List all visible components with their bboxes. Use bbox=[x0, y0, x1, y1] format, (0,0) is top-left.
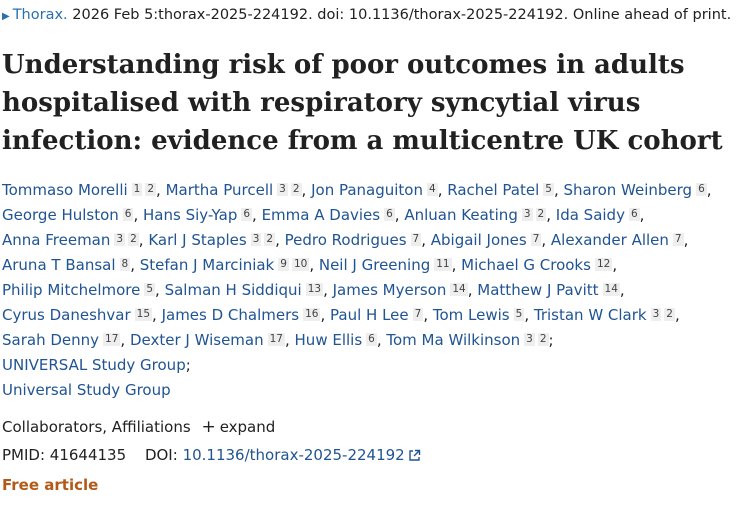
affiliation-number[interactable]: 17 bbox=[103, 333, 121, 346]
author-link[interactable]: James Myerson bbox=[332, 281, 447, 299]
doi-value: 10.1136/thorax-2025-224192 bbox=[182, 446, 405, 464]
journal-link[interactable]: Thorax. bbox=[12, 7, 68, 23]
author-link[interactable]: Tristan W Clark bbox=[533, 306, 647, 324]
affiliation-number[interactable]: 17 bbox=[267, 333, 285, 346]
author-link[interactable]: Abigail Jones bbox=[430, 231, 527, 249]
affiliation-number[interactable]: 4 bbox=[427, 183, 438, 196]
author-link[interactable]: James D Chalmers bbox=[161, 306, 300, 324]
affiliation-number[interactable]: 5 bbox=[543, 183, 554, 196]
author-link[interactable]: Karl J Staples bbox=[148, 231, 247, 249]
author-link[interactable]: Rachel Patel bbox=[447, 181, 540, 199]
author-link[interactable]: Matthew J Pavitt bbox=[477, 281, 599, 299]
author-link[interactable]: Neil J Greening bbox=[318, 256, 431, 274]
affiliation-number[interactable]: 5 bbox=[144, 283, 156, 296]
affiliation-number[interactable]: 16 bbox=[303, 308, 321, 321]
author-link[interactable]: Anna Freeman bbox=[2, 231, 111, 249]
affiliation-number[interactable]: 2 bbox=[664, 308, 675, 321]
author-link[interactable]: Michael G Crooks bbox=[461, 256, 591, 274]
author-link[interactable]: Tom Ma Wilkinson bbox=[386, 331, 521, 349]
affiliation-number[interactable]: 3 bbox=[521, 208, 533, 221]
author-link[interactable]: Aruna T Bansal bbox=[2, 256, 116, 274]
author-link[interactable]: Alexander Allen bbox=[550, 231, 669, 249]
title-line-3: infection: evidence from a multicentre U… bbox=[2, 126, 723, 156]
affiliation-number[interactable]: 7 bbox=[410, 233, 422, 246]
affiliation-number[interactable]: 15 bbox=[134, 308, 153, 321]
affiliation-number[interactable]: 2 bbox=[535, 208, 547, 221]
citation-details: 2026 Feb 5:thorax-2025-224192. doi: 10.1… bbox=[72, 7, 732, 23]
authors-list: Tommaso Morelli 1 2, Martha Purcell 3 2, Jon… bbox=[2, 181, 712, 399]
study-group-link[interactable]: UNIVERSAL Study Group bbox=[2, 356, 186, 374]
author-link[interactable]: Salman H Siddiqui bbox=[164, 281, 302, 299]
affiliation-number[interactable]: 6 bbox=[241, 208, 253, 221]
author-link[interactable]: Sarah Denny bbox=[2, 331, 100, 349]
affiliation-number[interactable]: 13 bbox=[305, 283, 324, 296]
expand-button[interactable]: expand bbox=[219, 418, 276, 436]
author-link[interactable]: Paul H Lee bbox=[330, 306, 409, 324]
affiliation-number[interactable]: 8 bbox=[119, 258, 131, 271]
affiliation-number[interactable]: 14 bbox=[602, 283, 620, 296]
author-link[interactable]: Tommaso Morelli bbox=[2, 181, 128, 199]
author-link[interactable]: George Hulston bbox=[2, 206, 119, 224]
study-group-link[interactable]: Universal Study Group bbox=[2, 381, 171, 399]
plus-icon[interactable]: + bbox=[201, 417, 216, 437]
affiliation-number[interactable]: 7 bbox=[412, 308, 424, 321]
affiliation-number[interactable]: 2 bbox=[290, 183, 302, 196]
author-link[interactable]: Sharon Weinberg bbox=[563, 181, 693, 199]
pmid-label: PMID: bbox=[2, 446, 46, 464]
citation-line: ▶ Thorax. 2026 Feb 5:thorax-2025-224192. … bbox=[2, 6, 742, 26]
author-link[interactable]: Hans Siy-Yap bbox=[143, 206, 238, 224]
affiliation-number[interactable]: 6 bbox=[384, 208, 395, 221]
article-page: ▶ Thorax. 2026 Feb 5:thorax-2025-224192. … bbox=[0, 6, 750, 506]
external-link-icon bbox=[409, 449, 420, 461]
doi-link[interactable]: 10.1136/thorax-2025-224192 bbox=[183, 446, 421, 464]
collaborators-label[interactable]: Collaborators, Affiliations bbox=[2, 418, 191, 436]
affiliation-number[interactable]: 2 bbox=[264, 233, 276, 246]
affiliation-number[interactable]: 2 bbox=[145, 183, 157, 196]
author-link[interactable]: Pedro Rodrigues bbox=[284, 231, 407, 249]
author-link[interactable]: Jon Panaguiton bbox=[311, 181, 423, 199]
affiliation-number[interactable]: 6 bbox=[366, 333, 377, 346]
affiliation-number[interactable]: 3 bbox=[114, 233, 126, 246]
author-link[interactable]: Philip Mitchelmore bbox=[2, 281, 141, 299]
title-line-1: Understanding risk of poor outcomes in a… bbox=[2, 50, 685, 80]
author-link[interactable]: Emma A Davies bbox=[261, 206, 381, 224]
affiliation-number[interactable]: 2 bbox=[128, 233, 139, 246]
affiliation-number[interactable]: 3 bbox=[250, 233, 262, 246]
collaborators-row: Collaborators, Affiliations + expand bbox=[2, 416, 742, 438]
caret-right-icon: ▶ bbox=[2, 11, 10, 22]
affiliation-number[interactable]: 3 bbox=[524, 333, 535, 346]
affiliation-number[interactable]: 5 bbox=[513, 308, 525, 321]
affiliation-number[interactable]: 14 bbox=[450, 283, 468, 296]
affiliation-number[interactable]: 10 bbox=[291, 258, 310, 271]
affiliation-number[interactable]: 11 bbox=[434, 258, 452, 271]
article-title: Understanding risk of poor outcomes in a… bbox=[2, 46, 742, 160]
author-link[interactable]: Dexter J Wiseman bbox=[129, 331, 264, 349]
author-link[interactable]: Martha Purcell bbox=[165, 181, 274, 199]
affiliation-number[interactable]: 7 bbox=[530, 233, 542, 246]
identifiers-row: PMID: 41644135 DOI: 10.1136/thorax-2025-… bbox=[2, 444, 742, 466]
author-link[interactable]: Tom Lewis bbox=[432, 306, 510, 324]
affiliation-number[interactable]: 3 bbox=[277, 183, 288, 196]
affiliation-number[interactable]: 12 bbox=[594, 258, 613, 271]
author-link[interactable]: Anluan Keating bbox=[404, 206, 518, 224]
pmid-value: 41644135 bbox=[49, 446, 127, 464]
title-line-2: hospitalised with respiratory syncytial … bbox=[2, 88, 641, 118]
affiliation-number[interactable]: 2 bbox=[537, 333, 549, 346]
affiliation-number[interactable]: 1 bbox=[131, 183, 143, 196]
doi-label: DOI: bbox=[144, 446, 178, 464]
author-link[interactable]: Ida Saidy bbox=[555, 206, 625, 224]
affiliation-number[interactable]: 6 bbox=[696, 183, 707, 196]
affiliation-number[interactable]: 6 bbox=[628, 208, 640, 221]
author-link[interactable]: Huw Ellis bbox=[294, 331, 363, 349]
author-link[interactable]: Cyrus Daneshvar bbox=[2, 306, 131, 324]
author-link[interactable]: Stefan J Marciniak bbox=[139, 256, 275, 274]
free-article-label: Free article bbox=[2, 476, 99, 494]
affiliation-number[interactable]: 7 bbox=[672, 233, 684, 246]
affiliation-number[interactable]: 9 bbox=[278, 258, 289, 271]
affiliation-number[interactable]: 6 bbox=[122, 208, 134, 221]
affiliation-number[interactable]: 3 bbox=[650, 308, 662, 321]
